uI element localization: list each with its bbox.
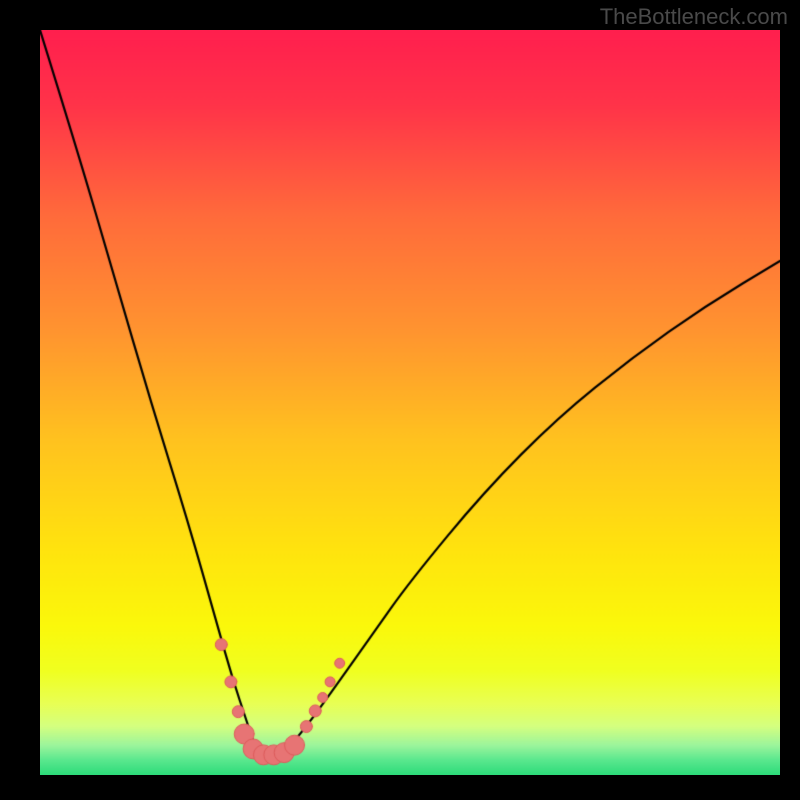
curve-layer: [40, 30, 780, 775]
watermark-text: TheBottleneck.com: [600, 4, 788, 30]
figure-root: TheBottleneck.com: [0, 0, 800, 800]
plot-area: [40, 30, 780, 775]
